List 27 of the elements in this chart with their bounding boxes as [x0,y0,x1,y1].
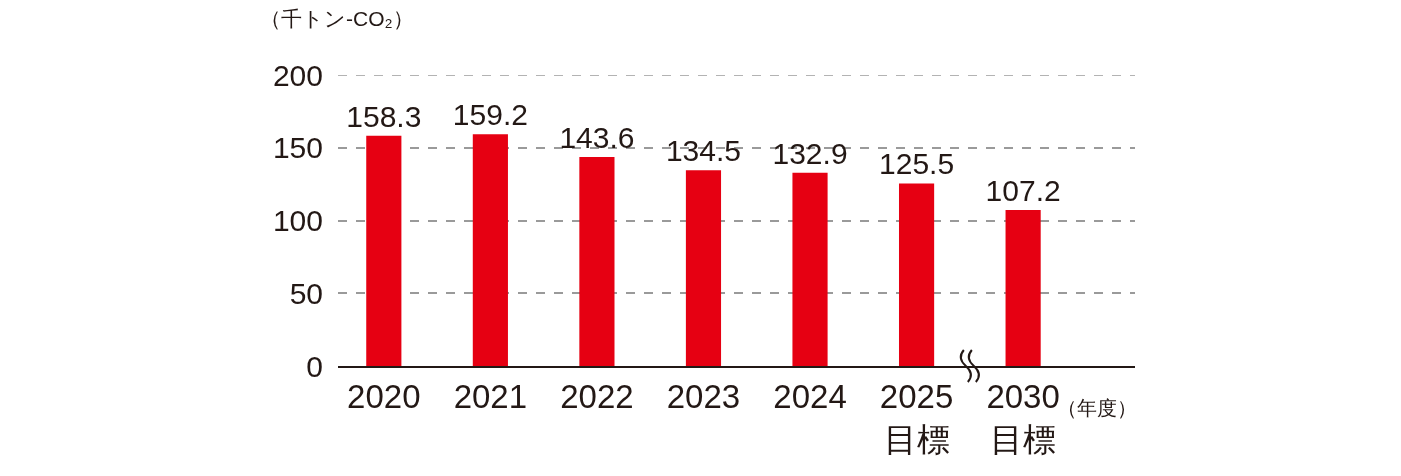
bar [579,157,615,366]
x-tick-label: 2023 [666,377,741,415]
data-label: 107.2 [985,174,1061,208]
bar [685,170,722,366]
x-tick-label: 2025 目標 [879,377,954,458]
data-label: 134.5 [665,134,742,168]
y-tick-label: 50 [289,276,323,310]
data-label: 132.9 [772,136,848,170]
y-tick-label: 0 [306,349,323,383]
y-axis-title: （千トン-CO₂） [260,7,414,30]
bar [792,172,828,366]
bar [472,134,508,366]
data-label: 143.6 [559,121,635,155]
x-tick-label: 2022 [560,377,634,415]
y-tick-label: 200 [272,58,323,92]
data-label: 158.3 [346,99,422,133]
bar [366,135,402,366]
y-tick-label: 100 [272,204,323,237]
x-tick-label: 2020 [347,377,421,415]
bar [1005,210,1041,366]
data-label: 159.2 [452,98,528,132]
data-label: 125.5 [879,147,955,181]
bar [898,183,935,366]
y-tick-label: 150 [272,131,323,165]
x-tick-label: 2030 目標 [986,377,1060,458]
x-tick-label: 2024 [773,377,847,415]
x-tick-label: 2021 [453,377,528,415]
